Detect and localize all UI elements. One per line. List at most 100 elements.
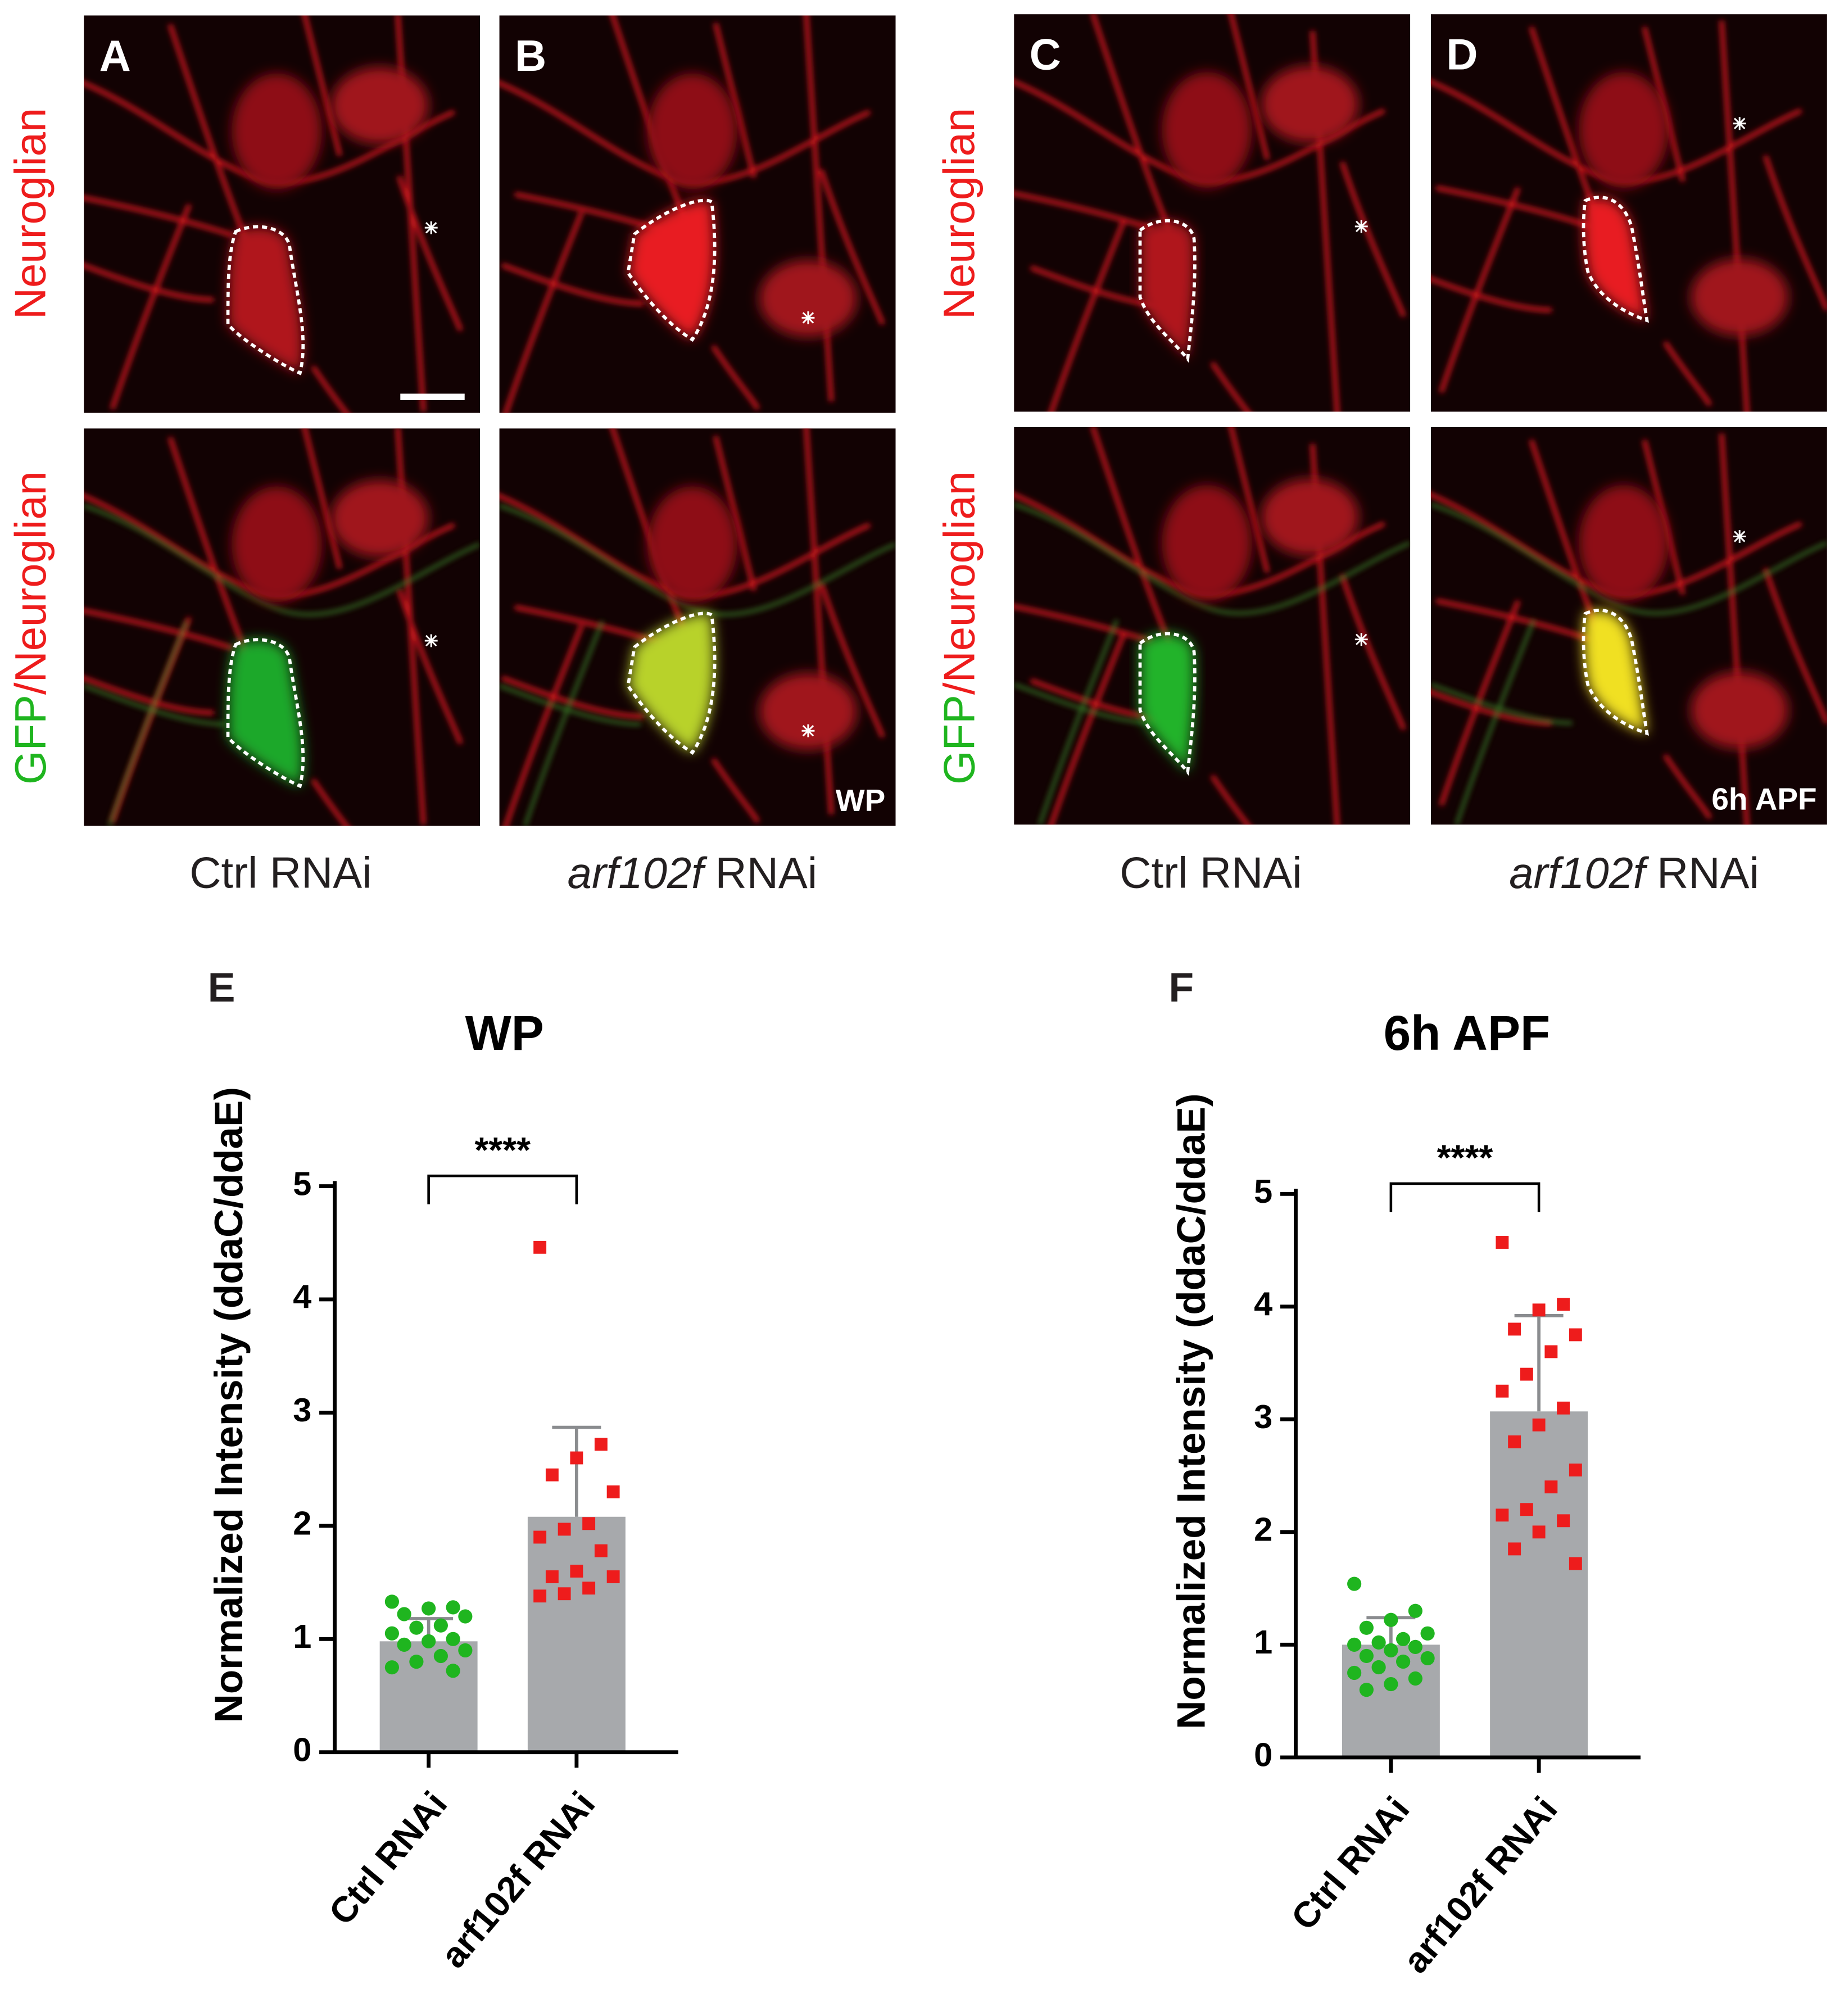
data-point [1508, 1542, 1521, 1556]
neighbor-soma [759, 260, 857, 337]
dendrite [1719, 433, 1750, 825]
upper-soma [232, 486, 322, 602]
x-tick-label: Ctrl RNAi [321, 1784, 455, 1932]
dendrite [302, 428, 342, 569]
gfp-dendrite [1038, 619, 1118, 825]
scale-bar [400, 393, 465, 400]
micrograph: 6h APF [1430, 427, 1827, 825]
data-point [384, 1594, 399, 1609]
data-point [1384, 1612, 1398, 1627]
micrograph-content [1014, 427, 1411, 825]
error-bar [1514, 1313, 1564, 1412]
panel-letter: D [1446, 31, 1478, 79]
micrograph [84, 428, 481, 826]
y-tick-label: 0 [1254, 1736, 1272, 1774]
data-point [533, 1589, 547, 1603]
dendrite [1439, 600, 1521, 807]
row-label: Neuroglian [935, 108, 984, 319]
x-tick-label: arf102f RNAi [433, 1784, 602, 1976]
y-tick-label: 2 [1254, 1511, 1272, 1548]
dendrite [84, 195, 234, 238]
chart: F 6h APF Normalized Intensity (ddaC/ddaE) 0… [1168, 964, 1641, 1981]
y-tick-label: 3 [1254, 1398, 1272, 1435]
panel-letter: F [1168, 964, 1194, 1011]
data-point [533, 1240, 547, 1254]
neighbor-soma [1261, 65, 1359, 143]
star-marker [424, 221, 438, 234]
dendrite [819, 169, 885, 325]
data-point [1508, 1322, 1521, 1336]
data-point [1384, 1677, 1398, 1692]
soma-outline [1138, 219, 1197, 363]
dendrite [395, 428, 426, 825]
soma-outline [226, 225, 305, 375]
star-marker [1354, 633, 1368, 646]
data-point [1420, 1651, 1435, 1666]
panel-letter: E [208, 964, 235, 1011]
gfp-dendrite [1430, 502, 1827, 615]
dendrite [110, 203, 192, 410]
dendrite [1435, 599, 1591, 642]
star-marker [1733, 530, 1746, 543]
image-annotation: WP [836, 783, 885, 818]
neighbor-soma [1261, 478, 1359, 556]
upper-soma [1162, 72, 1252, 188]
error-bar [552, 1425, 601, 1517]
data-point [397, 1607, 411, 1621]
data-point [570, 1564, 583, 1578]
data-point [594, 1438, 608, 1451]
upper-soma [1579, 72, 1669, 188]
gfp-dendrite [499, 504, 896, 617]
dendrite [397, 588, 463, 745]
data-point [1408, 1603, 1422, 1618]
soma-outline [626, 198, 717, 342]
data-point [409, 1654, 424, 1669]
data-point [533, 1530, 547, 1544]
data-point [1408, 1671, 1422, 1686]
data-point [1384, 1643, 1398, 1657]
data-point [458, 1643, 473, 1658]
soma-outline [226, 638, 305, 789]
data-point [433, 1618, 448, 1633]
data-point [1508, 1435, 1521, 1448]
column-label: arf102f RNAi [568, 849, 817, 897]
dendrite [1210, 361, 1251, 412]
gfp-dendrite [84, 504, 481, 617]
upper-soma [232, 73, 322, 189]
dendrite [167, 437, 250, 657]
dendrite [1229, 14, 1270, 160]
dendrite [610, 15, 687, 220]
micrograph-content [1014, 14, 1411, 412]
y-tick-label: 2 [293, 1505, 311, 1542]
data-point [1557, 1514, 1570, 1528]
micrographs: A B WP C D 6h APF [84, 14, 1827, 826]
star-marker [424, 634, 438, 647]
upper-soma [647, 73, 738, 189]
condition-text: RNAi [715, 849, 818, 897]
data-point [458, 1609, 473, 1624]
dendrite [167, 24, 250, 244]
column-label: Ctrl RNAi [1120, 849, 1302, 897]
dendrites [84, 15, 463, 413]
data-point [606, 1485, 620, 1498]
gfp-dendrite [1014, 502, 1411, 615]
data-point [1569, 1464, 1582, 1477]
data-point [1557, 1401, 1570, 1415]
significance-bracket [1389, 1182, 1541, 1212]
data-point [1420, 1626, 1435, 1641]
dendrite [503, 211, 584, 413]
star-marker [1354, 220, 1368, 233]
soma [1583, 610, 1647, 733]
panel-letter: B [515, 32, 546, 80]
dendrite [713, 22, 756, 178]
data-point [384, 1660, 399, 1675]
condition-text: RNAi [1657, 849, 1759, 897]
micrograph: A [84, 15, 481, 413]
upper-soma [1579, 484, 1669, 601]
data-point [422, 1634, 436, 1648]
data-point [1532, 1418, 1546, 1431]
data-point [1396, 1632, 1411, 1646]
micrograph: B [499, 15, 896, 413]
data-point [1371, 1660, 1386, 1675]
panel-letter: C [1030, 31, 1061, 79]
